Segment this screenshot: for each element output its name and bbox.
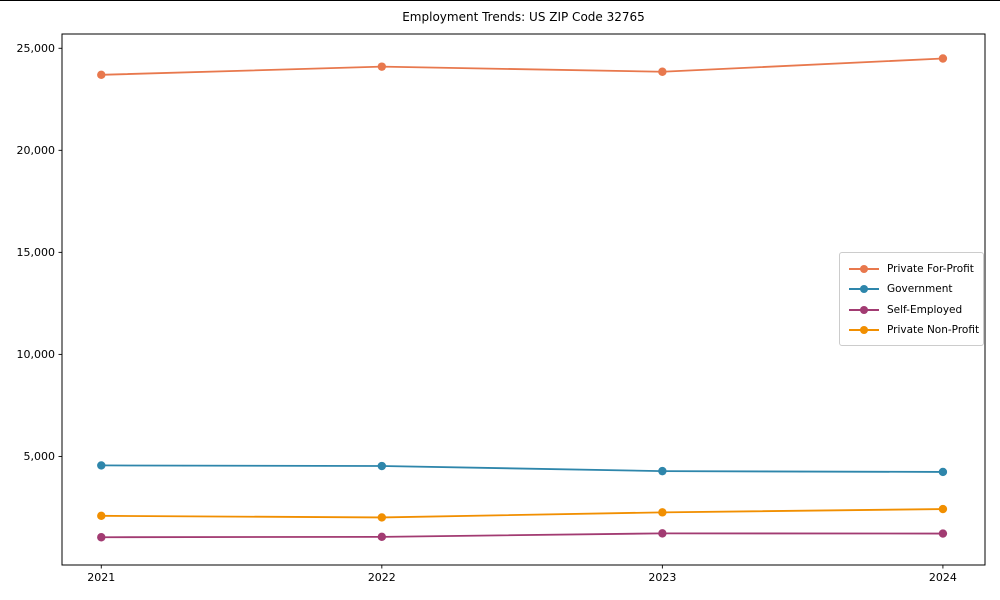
data-point-private-non-profit-2023 — [658, 508, 667, 517]
data-point-private-non-profit-2021 — [97, 511, 106, 521]
data-point-private-non-profit-2024 — [938, 504, 948, 514]
legend-marker-private-for-profit — [849, 264, 879, 274]
data-point-private-non-profit-2022 — [377, 513, 387, 522]
figure-top-border — [0, 0, 1000, 1]
data-point-private-for-profit-2022 — [377, 62, 387, 71]
data-point-government-2023 — [658, 466, 667, 476]
data-point-self-employed-2024 — [938, 529, 948, 538]
chart-title: Employment Trends: US ZIP Code 32765 — [402, 10, 645, 24]
y-axis-tick-label: 10,000 — [17, 348, 56, 361]
chart-legend: Private For-Profit Government Self-Employe… — [839, 252, 984, 346]
data-point-government-2021 — [97, 461, 106, 470]
y-axis-tick-label: 20,000 — [17, 144, 56, 157]
legend-marker-private-non-profit — [849, 325, 879, 335]
series-line-government — [101, 464, 943, 473]
x-axis-tick-label: 2024 — [929, 571, 957, 584]
x-axis-tick-label: 2023 — [648, 571, 676, 584]
series-line-private-non-profit — [101, 508, 943, 519]
data-point-government-2024 — [938, 467, 948, 477]
data-point-self-employed-2021 — [97, 533, 106, 542]
x-axis-tick-label: 2021 — [87, 571, 115, 584]
data-point-private-for-profit-2023 — [658, 67, 667, 76]
series-line-private-for-profit — [101, 57, 943, 76]
legend-item-label: Private For-Profit — [887, 262, 974, 275]
legend-item-private-for-profit: Private For-Profit — [849, 259, 975, 278]
legend-item-government: Government — [849, 280, 975, 299]
legend-item-private-non-profit: Private Non-Profit — [849, 321, 979, 340]
legend-dot-sample — [860, 326, 868, 335]
legend-marker-government — [849, 284, 879, 294]
data-point-private-for-profit-2021 — [97, 70, 106, 80]
legend-item-label: Private Non-Profit — [887, 324, 980, 337]
legend-dot-sample — [860, 264, 868, 273]
data-point-self-employed-2023 — [658, 529, 667, 538]
data-point-private-for-profit-2024 — [938, 54, 948, 63]
y-axis-tick-label: 25,000 — [17, 42, 56, 55]
series-line-self-employed — [101, 532, 943, 539]
legend-item-label: Government — [887, 283, 953, 296]
data-point-government-2022 — [377, 461, 387, 471]
legend-dot-sample — [860, 305, 868, 314]
plot-border — [61, 33, 986, 566]
legend-dot-sample — [860, 285, 868, 294]
legend-item-label: Self-Employed — [887, 303, 963, 316]
data-point-self-employed-2022 — [377, 532, 387, 542]
legend-item-self-employed: Self-Employed — [849, 300, 975, 319]
legend-marker-self-employed — [849, 305, 879, 315]
y-axis-tick-label: 15,000 — [17, 246, 56, 259]
x-axis-tick-label: 2022 — [368, 571, 396, 584]
y-axis-tick-label: 5,000 — [24, 450, 56, 463]
